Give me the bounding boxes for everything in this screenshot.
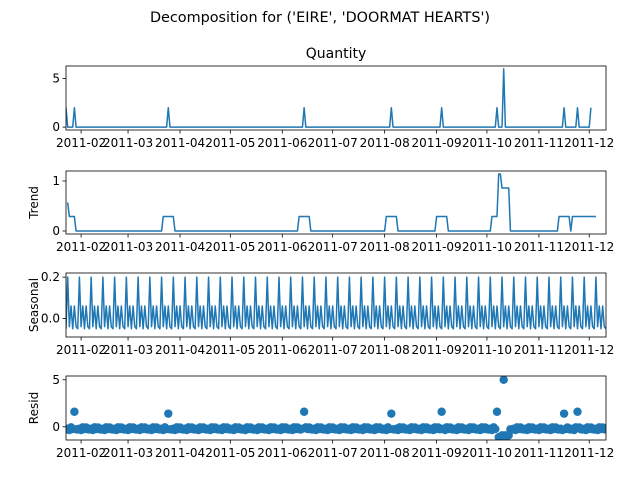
x-tick-label: 2011-11 [514,446,564,460]
resid-point [437,407,446,416]
subplot-title: Quantity [306,46,367,62]
x-tick-label: 2011-03 [103,446,153,460]
resid-point [70,407,79,416]
y-tick-label: 0.2 [41,270,60,284]
resid-point [387,409,396,418]
x-tick-label: 2011-02 [56,343,106,357]
x-tick-label: 2011-08 [360,343,410,357]
x-tick-label: 2011-10 [462,240,512,254]
x-tick-label: 2011-02 [56,240,106,254]
plot-area [66,173,596,232]
x-tick-label: 2011-07 [308,343,358,357]
x-tick-label: 2011-04 [155,343,205,357]
x-tick-label: 2011-07 [308,136,358,150]
x-tick-label: 2011-09 [412,136,462,150]
x-tick-label: 2011-11 [514,240,564,254]
x-tick-label: 2011-05 [205,136,255,150]
resid-point [164,409,173,418]
y-tick-label: 0 [52,420,60,434]
y-axis-label: Trend [27,186,41,220]
x-tick-label: 2011-03 [103,136,153,150]
x-tick-label: 2011-03 [103,343,153,357]
plot-area [66,68,592,128]
x-tick-label: 2011-12 [564,446,614,460]
x-tick-label: 2011-10 [462,136,512,150]
y-axis-label: Seasonal [27,278,41,332]
series-line [66,173,596,232]
resid-point [573,407,582,416]
axes-frame [65,170,607,235]
x-tick-label: 2011-11 [514,136,564,150]
figure-suptitle: Decomposition for ('EIRE', 'DOORMAT HEAR… [150,10,490,26]
x-tick-label: 2011-10 [462,343,512,357]
x-tick-label: 2011-07 [308,446,358,460]
x-tick-label: 2011-02 [56,446,106,460]
resid-point [559,409,569,418]
x-tick-label: 2011-04 [155,136,205,150]
axes-frame [65,272,607,338]
x-tick-label: 2011-09 [412,446,462,460]
resid-point [491,424,500,434]
resid-point [492,407,502,416]
y-tick-label: 5 [52,72,60,86]
x-tick-label: 2011-06 [257,343,307,357]
axes-frame [65,375,607,441]
y-tick-label: 1 [52,174,60,188]
x-tick-label: 2011-12 [564,343,614,357]
plot-area [66,376,606,440]
y-tick-label: 0 [52,120,60,134]
x-tick-label: 2011-09 [412,240,462,254]
x-tick-label: 2011-12 [564,240,614,254]
resid-point [299,407,309,416]
resid-point [499,376,508,384]
y-tick-label: 0.0 [41,311,60,325]
x-tick-label: 2011-10 [462,446,512,460]
y-tick-label: 5 [52,373,60,387]
plot-area [66,276,606,330]
x-tick-label: 2011-05 [205,343,255,357]
x-tick-label: 2011-03 [103,240,153,254]
series-line [66,68,592,128]
x-tick-label: 2011-04 [155,240,205,254]
x-tick-label: 2011-05 [205,446,255,460]
resid-point [601,425,606,434]
x-tick-label: 2011-02 [56,136,106,150]
series-line [66,276,606,330]
x-tick-label: 2011-11 [514,343,564,357]
x-tick-label: 2011-07 [308,240,358,254]
x-tick-label: 2011-08 [360,240,410,254]
y-tick-label: 0 [52,224,60,238]
x-tick-label: 2011-08 [360,446,410,460]
x-tick-label: 2011-05 [205,240,255,254]
x-tick-label: 2011-06 [257,240,307,254]
x-tick-label: 2011-06 [257,136,307,150]
x-tick-label: 2011-12 [564,136,614,150]
x-tick-label: 2011-08 [360,136,410,150]
x-tick-label: 2011-09 [412,343,462,357]
x-tick-label: 2011-06 [257,446,307,460]
axes-frame [65,65,607,131]
y-axis-label: Resid [27,392,41,424]
x-tick-label: 2011-04 [155,446,205,460]
